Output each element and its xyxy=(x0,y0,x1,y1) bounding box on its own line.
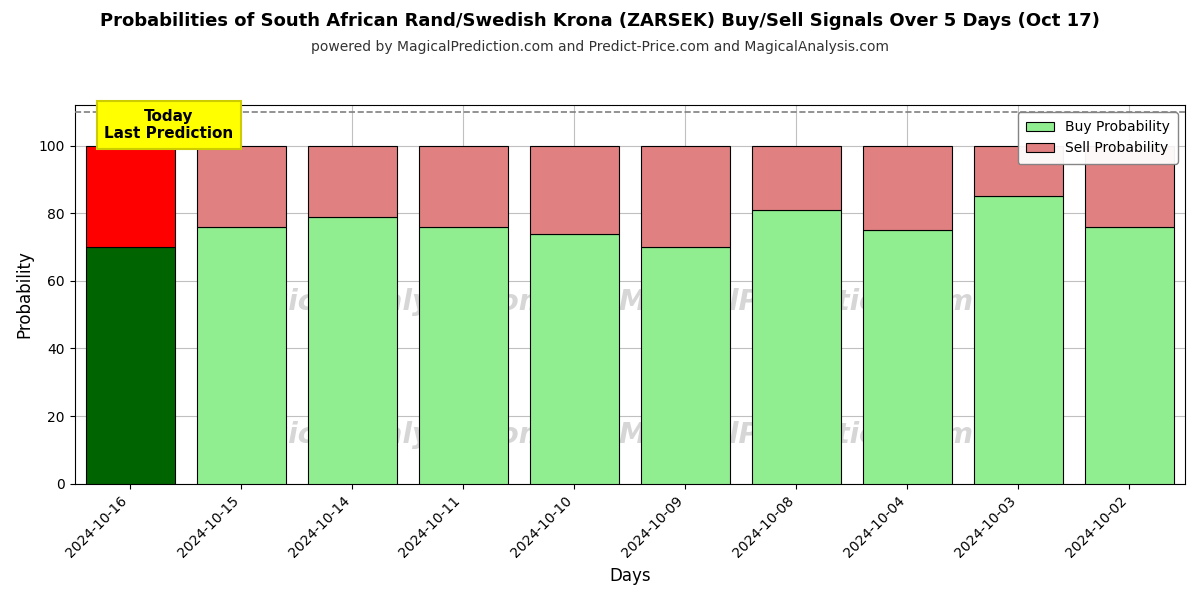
X-axis label: Days: Days xyxy=(610,567,650,585)
Bar xyxy=(641,146,730,247)
Bar xyxy=(863,146,952,230)
Bar xyxy=(308,146,397,217)
Text: MagicalAnalysis.com: MagicalAnalysis.com xyxy=(223,421,548,449)
Y-axis label: Probability: Probability xyxy=(16,250,34,338)
Bar xyxy=(641,247,730,484)
Bar xyxy=(530,233,619,484)
Bar xyxy=(974,146,1063,196)
Bar xyxy=(752,210,841,484)
Text: MagicalPrediction.com: MagicalPrediction.com xyxy=(619,288,974,316)
Text: MagicalPrediction.com: MagicalPrediction.com xyxy=(619,421,974,449)
Bar xyxy=(752,146,841,210)
Bar xyxy=(863,230,952,484)
Text: Probabilities of South African Rand/Swedish Krona (ZARSEK) Buy/Sell Signals Over: Probabilities of South African Rand/Swed… xyxy=(100,12,1100,30)
Bar xyxy=(85,247,174,484)
Bar xyxy=(419,227,508,484)
Bar xyxy=(308,217,397,484)
Legend: Buy Probability, Sell Probability: Buy Probability, Sell Probability xyxy=(1018,112,1178,164)
Text: MagicalAnalysis.com: MagicalAnalysis.com xyxy=(223,288,548,316)
Bar xyxy=(197,227,286,484)
Bar xyxy=(197,146,286,227)
Bar xyxy=(1085,146,1174,227)
Bar xyxy=(974,196,1063,484)
Text: powered by MagicalPrediction.com and Predict-Price.com and MagicalAnalysis.com: powered by MagicalPrediction.com and Pre… xyxy=(311,40,889,54)
Bar xyxy=(85,146,174,247)
Text: Today
Last Prediction: Today Last Prediction xyxy=(104,109,234,142)
Bar xyxy=(1085,227,1174,484)
Bar xyxy=(419,146,508,227)
Bar xyxy=(530,146,619,233)
